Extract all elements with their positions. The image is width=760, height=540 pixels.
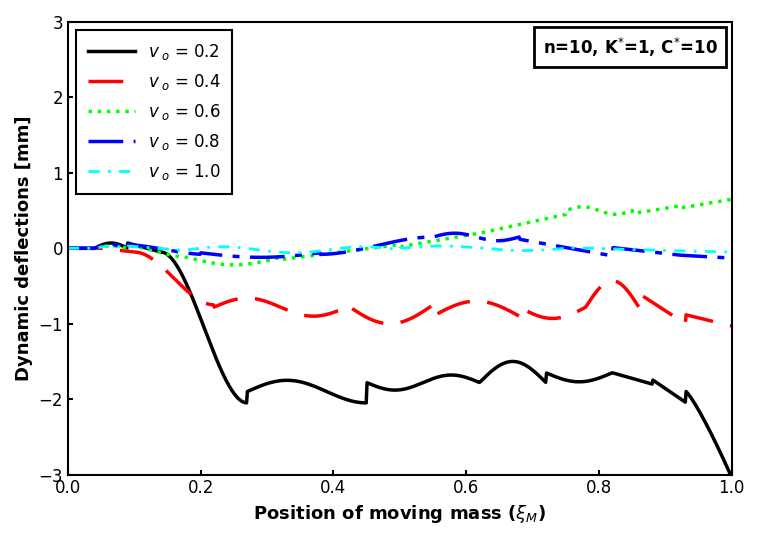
Legend: $v_{\hspace{0.3}o}$ = 0.2, $v_{\hspace{0.3}o}$ = 0.4, $v_{\hspace{0.3}o}$ = 0.6,: $v_{\hspace{0.3}o}$ = 0.2, $v_{\hspace{0…: [76, 30, 233, 194]
X-axis label: Position of moving mass ($\xi_{M}$): Position of moving mass ($\xi_{M}$): [253, 503, 546, 525]
Text: n=10, K$^{*}$=1, C$^{*}$=10: n=10, K$^{*}$=1, C$^{*}$=10: [543, 36, 717, 59]
Y-axis label: Dynamic deflections [mm]: Dynamic deflections [mm]: [15, 116, 33, 381]
